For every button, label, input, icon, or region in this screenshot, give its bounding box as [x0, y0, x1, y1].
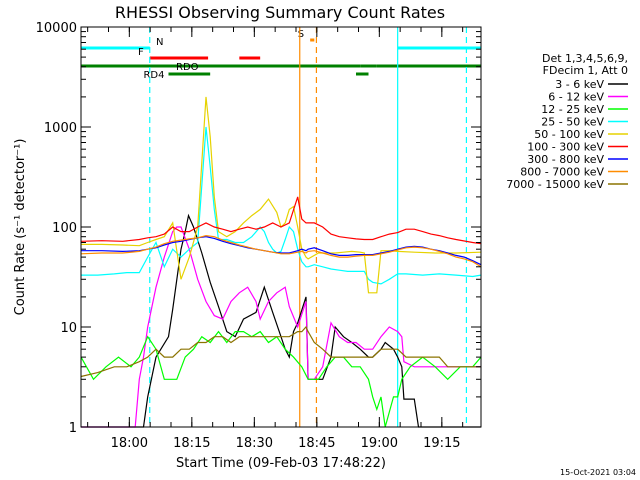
x-axis-label: Start Time (09-Feb-03 17:48:22)	[176, 456, 386, 471]
legend-entry-3: 25 - 50 keV	[541, 116, 604, 129]
legend-entry-0: 3 - 6 keV	[555, 78, 604, 91]
flag-bars: N F S RDO RD4	[81, 29, 481, 81]
legend-header-0: Det 1,3,4,5,6,9,	[542, 52, 628, 65]
legend: Det 1,3,4,5,6,9,FDecim 1, Att 03 - 6 keV…	[506, 52, 628, 191]
series-line-0	[81, 213, 481, 428]
series-group	[80, 96, 482, 428]
x-tick-label-0: 18:00	[111, 436, 148, 451]
legend-header-1: FDecim 1, Att 0	[543, 64, 628, 77]
legend-entry-2: 12 - 25 keV	[541, 103, 604, 116]
legend-entry-1: 6 - 12 keV	[548, 91, 604, 104]
y-axis-label: Count Rate (s⁻¹ detector⁻¹)	[13, 139, 28, 316]
series-line-5	[80, 196, 482, 245]
flag-label-3: RDO	[176, 62, 199, 73]
vertical-markers	[149, 27, 468, 427]
legend-entry-7: 800 - 7000 keV	[520, 166, 604, 179]
series-line-6	[81, 236, 482, 266]
legend-entry-5: 100 - 300 keV	[527, 141, 604, 154]
y-tick-label-2: 100	[52, 221, 77, 236]
y-tick-label-0: 1	[69, 421, 77, 436]
x-axis: 18:00 18:15 18:30 18:45 19:00 19:15	[87, 27, 464, 451]
flag-label-4: RD4	[143, 70, 164, 81]
x-tick-label-5: 19:15	[423, 436, 460, 451]
chart-title: RHESSI Observing Summary Count Rates	[115, 3, 445, 22]
x-tick-label-3: 18:45	[298, 436, 335, 451]
series-line-4	[81, 96, 482, 294]
legend-entry-4: 50 - 100 keV	[534, 128, 604, 141]
flag-label-0: N	[156, 37, 163, 48]
legend-entry-6: 300 - 800 keV	[527, 153, 604, 166]
y-tick-label-3: 1000	[44, 121, 77, 136]
x-tick-label-4: 19:00	[361, 436, 398, 451]
y-tick-label-1: 10	[60, 321, 77, 336]
footer-timestamp: 15-Oct-2021 03:04	[560, 468, 636, 477]
y-axis: 1 10 100 1000 10000	[36, 21, 481, 436]
series-line-2	[80, 330, 482, 428]
x-tick-label-2: 18:30	[236, 436, 273, 451]
flag-label-1: F	[138, 47, 144, 58]
series-line-7	[80, 234, 482, 268]
y-tick-label-4: 10000	[36, 21, 77, 36]
flag-label-2: S	[298, 29, 304, 40]
legend-entry-8: 7000 - 15000 keV	[506, 178, 604, 191]
x-tick-label-1: 18:15	[173, 436, 210, 451]
series-line-8	[80, 325, 481, 378]
